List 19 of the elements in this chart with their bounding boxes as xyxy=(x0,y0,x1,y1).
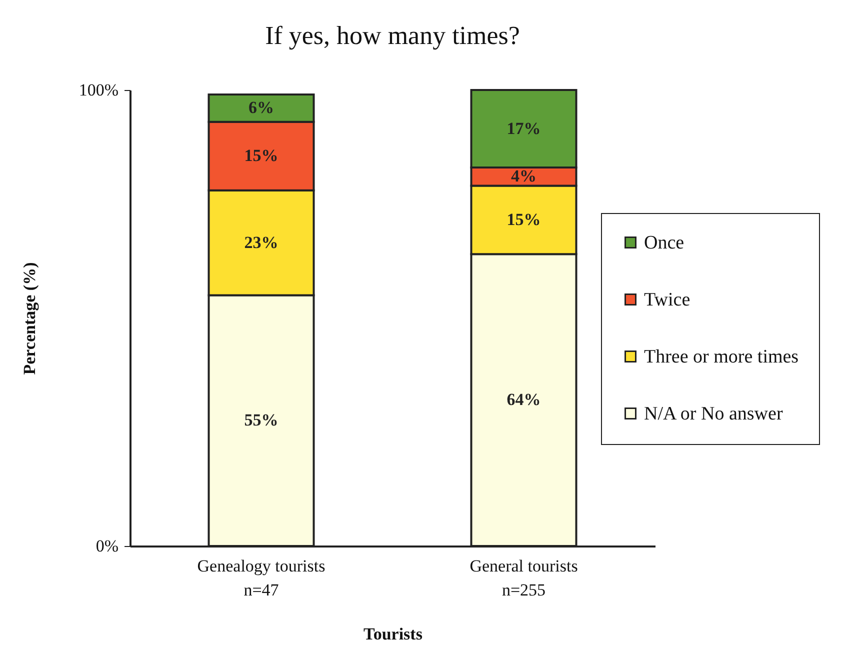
data-label: 64% xyxy=(506,390,541,410)
data-label: 17% xyxy=(506,118,541,138)
x-tick-label: Genealogy tourists n=47 xyxy=(197,556,326,600)
legend-label: Once xyxy=(644,232,684,254)
y-tick-label: 0% xyxy=(96,536,118,556)
data-label: 6% xyxy=(248,98,274,118)
data-label: 15% xyxy=(506,210,541,229)
data-label: 15% xyxy=(244,146,278,166)
legend-label: N/A or No answer xyxy=(644,404,784,424)
chart-title: If yes, how many times? xyxy=(265,21,520,50)
legend-label: Twice xyxy=(644,290,690,310)
x-axis-title: Tourists xyxy=(364,624,423,644)
data-label: 4% xyxy=(511,166,536,186)
y-axis-title: Percentage (%) xyxy=(20,262,39,375)
data-label: 23% xyxy=(244,232,278,252)
y-tick-label: 100% xyxy=(78,80,118,100)
data-label: 55% xyxy=(244,410,278,430)
legend-label: Three or more times xyxy=(644,346,799,368)
x-tick-label: General tourists n=255 xyxy=(470,556,578,600)
